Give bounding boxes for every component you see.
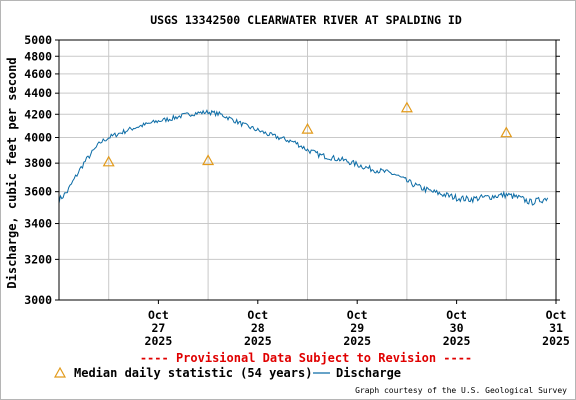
x-tick-label: 2025 xyxy=(244,334,272,348)
y-tick-label: 3600 xyxy=(24,185,52,199)
y-tick-label: 4600 xyxy=(24,67,52,81)
x-tick-label: Oct xyxy=(148,308,169,322)
y-tick-label: 4400 xyxy=(24,86,52,100)
x-tick-label: 31 xyxy=(549,321,563,335)
x-tick-label: 29 xyxy=(350,321,364,335)
x-tick-label: 30 xyxy=(450,321,464,335)
discharge-series xyxy=(58,109,549,206)
usgs-credit: Graph courtesy of the U.S. Geological Su… xyxy=(355,386,567,395)
legend: Median daily statistic (54 years) Discha… xyxy=(53,366,401,380)
x-axis: Oct272025Oct282025Oct292025Oct302025Oct3… xyxy=(145,300,570,348)
chart-title: USGS 13342500 CLEARWATER RIVER AT SPALDI… xyxy=(150,13,462,27)
y-tick-label: 3400 xyxy=(24,217,52,231)
y-axis: 3000 3200 3400 3600 3800 4000 4200 4400 4600 4800… xyxy=(24,33,560,307)
y-tick-label: 5000 xyxy=(24,33,52,47)
legend-discharge-label: Discharge xyxy=(336,366,401,380)
x-tick-label: Oct xyxy=(347,308,368,322)
legend-triangle-icon xyxy=(53,366,67,378)
median-marker xyxy=(202,154,215,166)
y-tick-label: 4200 xyxy=(24,107,52,121)
discharge-line xyxy=(58,109,549,206)
legend-median-label: Median daily statistic (54 years) xyxy=(74,366,312,380)
plot-area-border xyxy=(58,39,557,301)
y-tick-label: 3200 xyxy=(24,252,52,266)
median-marker xyxy=(102,155,115,167)
provisional-notice: ---- Provisional Data Subject to Revisio… xyxy=(140,351,472,365)
y-tick-label: 4800 xyxy=(24,49,52,63)
x-tick-label: Oct xyxy=(546,308,567,322)
median-marker xyxy=(400,101,413,113)
y-tick-label: 3000 xyxy=(24,293,52,307)
median-marker xyxy=(301,122,314,134)
grid-lines xyxy=(59,40,556,300)
x-tick-label: Oct xyxy=(247,308,268,322)
x-tick-label: 2025 xyxy=(542,334,570,348)
x-tick-label: 2025 xyxy=(145,334,173,348)
x-tick-label: 28 xyxy=(251,321,265,335)
median-markers xyxy=(102,101,513,167)
x-tick-label: 27 xyxy=(151,321,165,335)
x-tick-label: 2025 xyxy=(343,334,371,348)
y-tick-label: 3800 xyxy=(24,156,52,170)
y-axis-label: Discharge, cubic feet per second xyxy=(5,57,19,288)
x-tick-label: 2025 xyxy=(443,334,471,348)
y-tick-label: 4000 xyxy=(24,131,52,145)
x-tick-label: Oct xyxy=(446,308,467,322)
median-marker xyxy=(500,126,513,138)
